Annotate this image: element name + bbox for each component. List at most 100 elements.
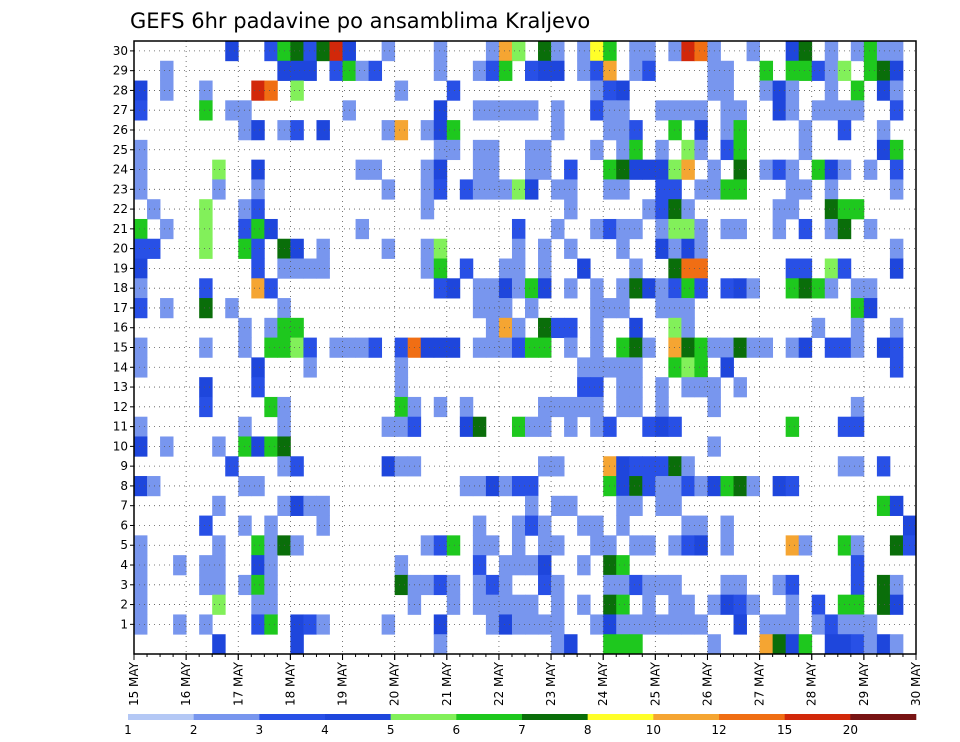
heatmap-cell <box>134 298 148 319</box>
heatmap-cell <box>746 337 760 358</box>
heatmap-cell <box>616 179 630 200</box>
heatmap-cell <box>485 60 500 81</box>
heatmap-cell <box>212 495 226 516</box>
heatmap-cell <box>668 456 682 477</box>
y-tick-label: 18 <box>113 281 128 295</box>
heatmap-cell <box>511 515 526 536</box>
heatmap-cell <box>355 159 369 180</box>
heatmap-cell <box>433 159 448 180</box>
heatmap-cell <box>759 614 774 635</box>
heatmap-cell <box>511 555 526 576</box>
heatmap-cell <box>264 337 278 358</box>
heatmap-cell <box>485 179 500 200</box>
heatmap-cell <box>655 100 669 121</box>
heatmap-cell <box>134 100 148 121</box>
heatmap-cell <box>681 139 695 161</box>
heatmap-cell <box>511 238 526 259</box>
heatmap-cell <box>616 515 630 536</box>
legend-swatch <box>456 714 523 720</box>
heatmap-cell <box>134 476 148 497</box>
heatmap-cell <box>420 574 435 596</box>
heatmap-cell <box>134 535 148 556</box>
heatmap-cell <box>355 337 369 358</box>
heatmap-cell <box>420 199 435 220</box>
heatmap-cell <box>668 495 682 516</box>
heatmap-cell <box>720 120 734 141</box>
heatmap-cell <box>316 614 330 635</box>
y-tick-label: 12 <box>113 400 128 414</box>
heatmap-cell <box>251 377 265 398</box>
heatmap-cell <box>889 159 904 180</box>
heatmap-cell <box>616 456 630 477</box>
heatmap-cell <box>616 634 630 655</box>
heatmap-cell <box>616 100 630 121</box>
y-tick-label: 20 <box>113 242 128 256</box>
heatmap-cell <box>394 357 409 378</box>
heatmap-cell <box>420 120 435 141</box>
legend-swatch <box>128 714 194 720</box>
heatmap-cell <box>564 179 578 200</box>
heatmap-cell <box>290 120 304 141</box>
x-tick-label: 18 MAY <box>283 661 297 706</box>
y-tick-label: 17 <box>113 301 128 315</box>
heatmap-cell <box>694 278 708 299</box>
heatmap-cell <box>889 535 904 556</box>
heatmap-cell <box>511 179 526 200</box>
heatmap-cell <box>850 535 865 556</box>
heatmap-cell <box>798 278 813 299</box>
heatmap-cell <box>577 515 591 536</box>
heatmap-cell <box>368 159 383 180</box>
heatmap-cell <box>876 456 891 477</box>
heatmap-cell <box>811 594 826 615</box>
heatmap-cell <box>303 258 317 279</box>
heatmap-cell <box>394 337 409 358</box>
heatmap-cell <box>889 80 904 101</box>
chart-title: GEFS 6hr padavine po ansamblima Kraljevo <box>130 9 590 33</box>
heatmap-cell <box>446 120 461 141</box>
heatmap-cell <box>785 416 800 437</box>
heatmap-cell <box>694 614 708 635</box>
heatmap-cell <box>264 41 278 62</box>
heatmap-cell <box>303 357 317 378</box>
heatmap-cell <box>199 199 213 220</box>
heatmap-cell <box>433 535 448 556</box>
heatmap-cell <box>785 634 800 655</box>
heatmap-cell <box>811 60 826 81</box>
legend-swatch <box>193 714 260 720</box>
heatmap-cell <box>694 515 708 536</box>
heatmap-cell <box>577 594 591 615</box>
heatmap-cell <box>551 317 565 339</box>
heatmap-cell <box>590 535 604 556</box>
heatmap-cell <box>837 634 852 655</box>
heatmap-cell <box>577 396 591 418</box>
heatmap-cell <box>785 594 800 615</box>
heatmap-cell <box>681 535 695 556</box>
heatmap-cell <box>485 317 500 339</box>
heatmap-cell <box>564 416 578 437</box>
y-axis: 1234567891011121314151617181920212223242… <box>113 44 134 631</box>
legend-swatch <box>587 714 654 720</box>
heatmap-cell <box>551 535 565 556</box>
heatmap-cell <box>629 456 643 477</box>
heatmap-cell <box>160 80 174 101</box>
heatmap-cell <box>681 456 695 477</box>
heatmap-cell <box>303 614 317 635</box>
heatmap-cell <box>616 377 630 398</box>
y-tick-label: 2 <box>120 598 128 612</box>
heatmap-cell <box>668 258 682 279</box>
heatmap-cell <box>251 159 265 180</box>
heatmap-cell <box>733 179 747 200</box>
heatmap-cell <box>668 41 682 62</box>
heatmap-cell <box>616 159 630 180</box>
heatmap-cell <box>811 100 826 121</box>
heatmap-cell <box>551 634 565 655</box>
heatmap-cell <box>290 614 304 635</box>
heatmap-cell <box>368 337 383 358</box>
heatmap-cell <box>134 574 148 596</box>
heatmap-cell <box>655 298 669 319</box>
legend-level-label: 12 <box>711 723 726 737</box>
heatmap-cell <box>785 199 800 220</box>
heatmap-cell <box>381 41 396 62</box>
heatmap-cell <box>694 476 708 497</box>
heatmap-cell <box>381 614 396 635</box>
